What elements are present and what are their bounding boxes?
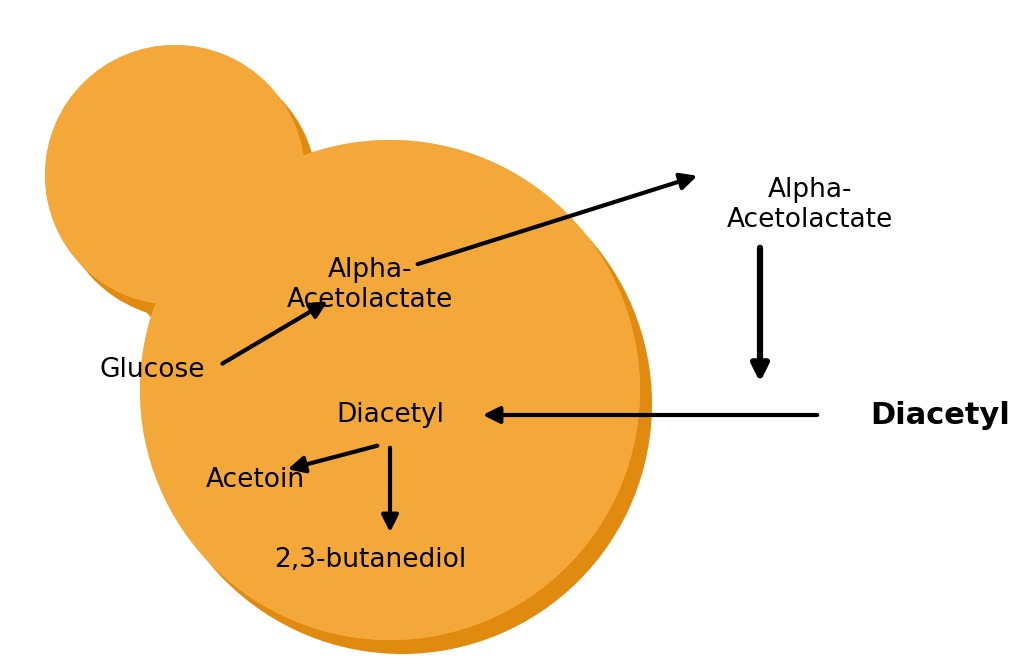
Text: Glucose: Glucose — [99, 357, 205, 383]
Text: Alpha-
Acetolactate: Alpha- Acetolactate — [727, 177, 893, 233]
Circle shape — [45, 45, 305, 305]
Text: Diacetyl: Diacetyl — [336, 402, 444, 428]
Circle shape — [45, 45, 305, 305]
Circle shape — [140, 140, 640, 640]
Text: Alpha-
Acetolactate: Alpha- Acetolactate — [287, 257, 454, 313]
Circle shape — [152, 154, 652, 654]
Text: Acetoin: Acetoin — [206, 467, 304, 493]
Text: Diacetyl: Diacetyl — [870, 401, 1010, 430]
Text: 2,3-butanediol: 2,3-butanediol — [273, 547, 466, 573]
Circle shape — [57, 59, 317, 319]
Circle shape — [140, 140, 640, 640]
Circle shape — [120, 130, 341, 351]
